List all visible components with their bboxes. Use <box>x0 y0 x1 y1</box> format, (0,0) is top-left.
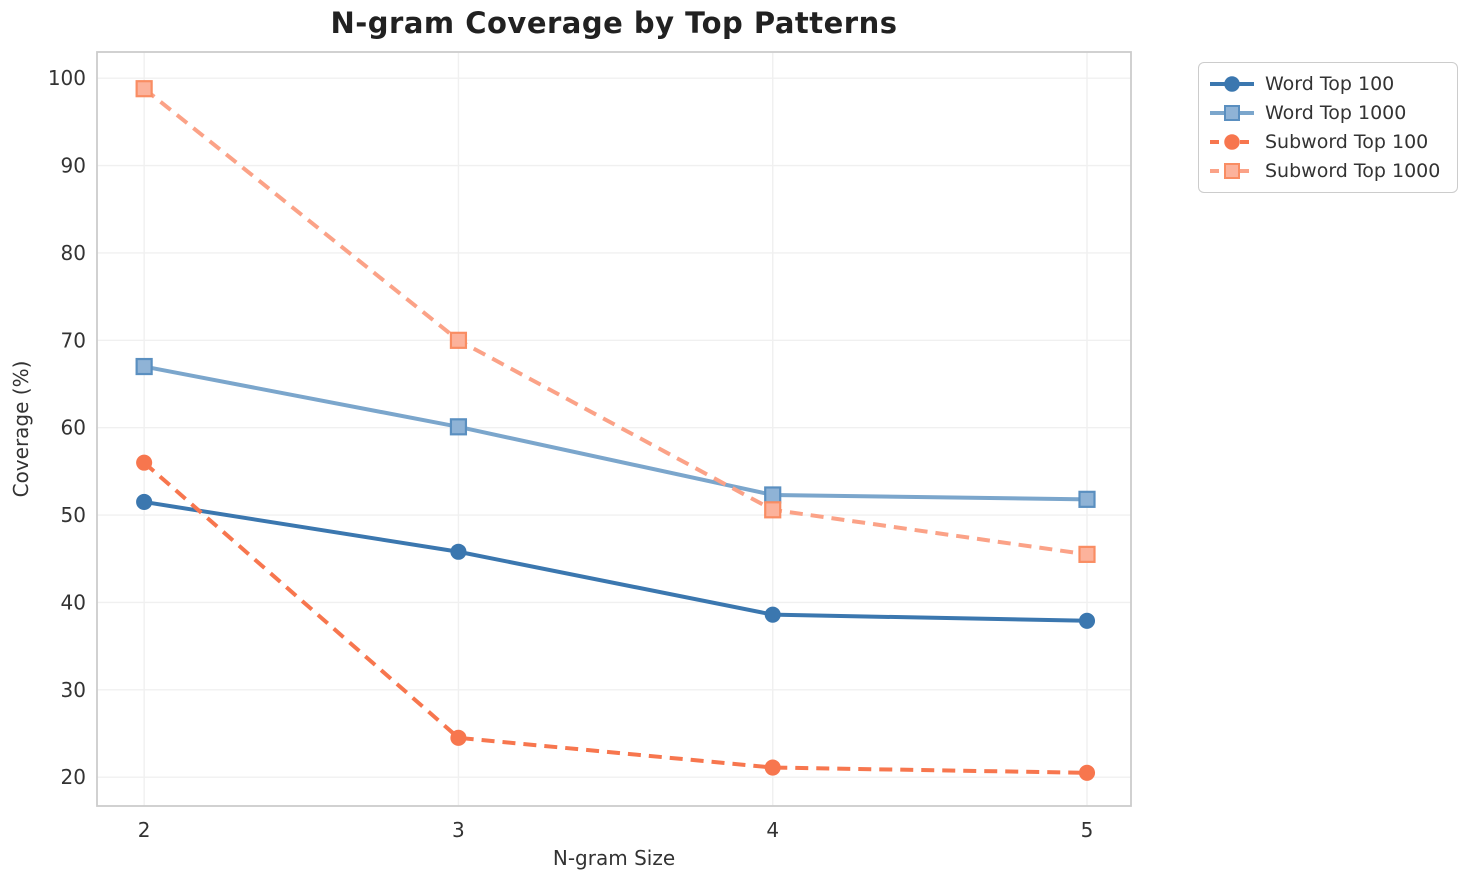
series-line-word-top-1000 <box>143 364 1088 502</box>
legend-line-sample <box>1210 163 1254 179</box>
marker-subword-top-100 <box>136 454 153 471</box>
marker-word-top-1000 <box>1078 490 1096 508</box>
marker-subword-top-1000 <box>1078 545 1096 563</box>
y-tick-label: 70 <box>61 328 86 352</box>
legend-label: Word Top 1000 <box>1265 102 1407 124</box>
series-line-word-top-100 <box>143 499 1088 623</box>
x-tick-label: 3 <box>452 818 465 842</box>
y-tick-label: 20 <box>61 765 86 789</box>
legend: Word Top 100 Word Top 1000 Subword Top 100… <box>1198 62 1458 193</box>
marker-subword-top-1000 <box>135 80 153 98</box>
y-tick-label: 30 <box>61 678 86 702</box>
x-tick-label: 2 <box>138 818 151 842</box>
marker-word-top-1000 <box>764 486 782 504</box>
y-tick-label: 100 <box>48 66 86 90</box>
legend-item-word-top-100: Word Top 100 <box>1208 70 1447 98</box>
legend-item-subword-top-1000: Subword Top 1000 <box>1208 157 1447 185</box>
marker-word-top-100 <box>1078 612 1096 629</box>
legend-line-sample <box>1210 76 1254 92</box>
legend-line-sample <box>1210 105 1254 121</box>
legend-line-sample <box>1210 134 1254 150</box>
plot-border <box>96 51 1132 807</box>
x-tick-label: 4 <box>766 818 779 842</box>
y-tick-label: 40 <box>61 590 86 614</box>
marker-subword-top-100 <box>764 759 781 776</box>
marker-word-top-1000 <box>449 418 468 436</box>
y-tick-label: 50 <box>61 503 86 527</box>
marker-word-top-100 <box>450 543 467 560</box>
legend-item-word-top-1000: Word Top 1000 <box>1208 99 1447 127</box>
chart-title: N-gram Coverage by Top Patterns <box>330 6 898 40</box>
marker-subword-top-100 <box>1078 764 1096 781</box>
marker-word-top-100 <box>764 606 781 623</box>
x-tick-label: 5 <box>1081 818 1094 842</box>
y-tick-label: 80 <box>61 241 86 265</box>
marker-subword-top-1000 <box>449 331 468 349</box>
y-tick-label: 90 <box>61 154 86 178</box>
legend-label: Word Top 100 <box>1265 73 1395 95</box>
marker-subword-top-1000 <box>764 501 782 519</box>
marker-word-top-100 <box>136 493 153 511</box>
legend-label: Subword Top 100 <box>1265 131 1429 153</box>
legend-label: Subword Top 1000 <box>1265 160 1441 182</box>
series-line-subword-top-100 <box>142 461 1088 775</box>
legend-item-subword-top-100: Subword Top 100 <box>1208 128 1447 156</box>
y-axis-label: Coverage (%) <box>9 360 33 498</box>
marker-subword-top-100 <box>450 729 467 746</box>
x-axis-label: N-gram Size <box>552 846 676 870</box>
series-line-subword-top-1000 <box>142 87 1088 557</box>
marker-word-top-1000 <box>135 357 153 376</box>
y-tick-label: 60 <box>61 416 86 440</box>
